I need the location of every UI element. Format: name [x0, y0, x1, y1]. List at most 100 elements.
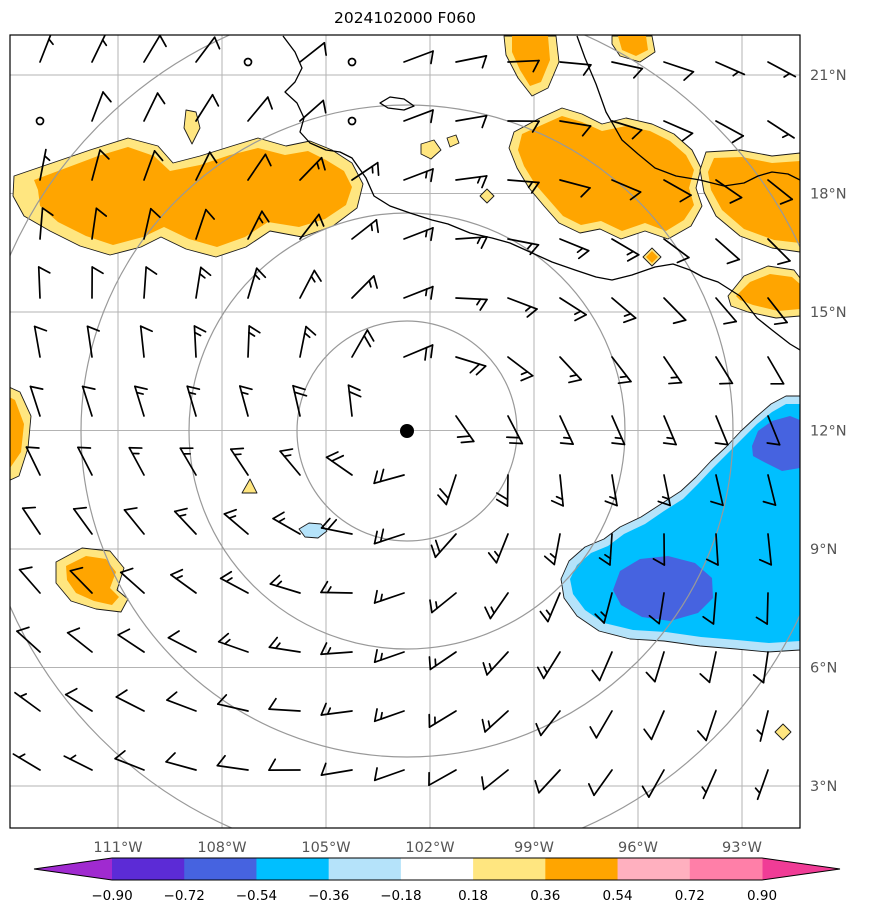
wind-barb	[559, 415, 574, 445]
wind-barb	[766, 415, 781, 446]
wind-barb	[351, 161, 380, 181]
calm-wind-circle	[243, 57, 253, 67]
wind-barb	[320, 580, 353, 594]
wind-barb	[268, 636, 301, 653]
lon-tick-label: 99°W	[514, 840, 554, 856]
wind-barb	[455, 55, 488, 69]
wind-barb	[663, 356, 683, 385]
wind-barb	[179, 447, 197, 476]
wind-barb	[123, 507, 145, 535]
wind-barb	[299, 213, 325, 240]
wind-barb	[403, 344, 434, 361]
range-ring	[80, 104, 734, 758]
wind-barb	[325, 451, 353, 476]
wind-barb	[663, 238, 690, 264]
range-ring	[10, 35, 800, 828]
lon-tick-label: 111°W	[93, 840, 142, 856]
wind-barb	[64, 687, 93, 712]
wind-barb	[534, 769, 561, 794]
wind-barb	[505, 415, 524, 445]
wind-barb	[247, 153, 272, 181]
region-tiny-diamond-d-inner	[646, 251, 658, 263]
lon-tick-label: 105°W	[301, 840, 350, 856]
plot-border	[9, 34, 801, 829]
region-tiny-yellow-diamond-c	[479, 188, 495, 204]
wind-barb	[217, 632, 249, 653]
colorbar-tick-label: 0.72	[675, 888, 705, 904]
storm-center-dot	[400, 424, 414, 438]
calm-wind-circle	[347, 57, 357, 67]
wind-barb	[143, 207, 161, 240]
region-tiny-yellow-a	[420, 139, 442, 160]
colorbar-segment	[256, 858, 330, 880]
range-ring	[296, 320, 518, 542]
colorbar-segment	[400, 858, 474, 880]
colorbar-segment	[617, 858, 691, 880]
wind-barb	[767, 61, 797, 78]
range-rings	[10, 35, 800, 828]
wind-barb	[72, 506, 93, 535]
wind-barb	[455, 356, 487, 376]
wind-barb	[165, 752, 197, 771]
wind-barb	[247, 210, 270, 240]
region-nw-blob-inner	[34, 147, 352, 247]
wind-barb	[39, 35, 54, 63]
wind-barb	[652, 533, 666, 566]
wind-barb	[247, 96, 273, 122]
calm-wind-circle	[347, 116, 357, 126]
colorbar-tick-label: 0.90	[747, 888, 777, 904]
wind-barb	[611, 297, 637, 324]
wind-barb	[403, 227, 434, 242]
wind-barb	[223, 508, 249, 535]
wind-barb	[272, 511, 301, 535]
wind-barb	[299, 269, 322, 299]
calm-wind-circle	[35, 116, 45, 126]
wind-barb	[611, 415, 626, 446]
wind-barb	[484, 592, 509, 620]
wind-barb	[139, 325, 153, 358]
wind-barb	[589, 710, 613, 739]
wind-barb	[758, 533, 773, 566]
wind-barb	[767, 238, 791, 265]
colorbar-tick-label: −0.72	[164, 888, 205, 904]
wind-barb	[247, 325, 261, 358]
wind-barb	[143, 266, 158, 299]
wind-barb	[186, 385, 201, 417]
lake-outline	[379, 96, 415, 111]
wind-barb	[77, 446, 93, 476]
wind-barb	[14, 691, 41, 712]
colorbar-segment	[328, 858, 402, 880]
wind-barb	[117, 628, 145, 653]
wind-barb	[559, 61, 592, 76]
plot-area	[10, 35, 800, 828]
wind-barb	[166, 691, 197, 712]
colorbar-segment	[184, 858, 257, 880]
wind-barb	[536, 651, 561, 680]
wind-barb	[219, 570, 249, 594]
wind-barb	[238, 385, 253, 417]
colorbar-tick-label: −0.18	[380, 888, 421, 904]
wind-barb	[91, 91, 112, 122]
wind-barb	[535, 710, 561, 737]
wind-barb	[495, 474, 509, 507]
wind-barb	[455, 236, 488, 250]
lon-tick-label: 108°W	[197, 840, 246, 856]
wind-barb	[39, 207, 54, 240]
wind-barb	[66, 627, 93, 653]
wind-barb	[754, 769, 769, 801]
wind-barb	[715, 61, 746, 77]
wind-barb	[611, 120, 643, 140]
wind-barb	[91, 266, 104, 299]
wind-barb	[559, 179, 591, 198]
region-rightedge-upper-inner	[708, 157, 800, 243]
wind-barb	[373, 767, 405, 782]
wind-barb	[645, 651, 665, 683]
wind-barb	[715, 356, 734, 385]
wind-barb	[507, 238, 540, 256]
wind-barb	[455, 297, 488, 311]
wind-barb	[752, 651, 769, 684]
region-tiny-triangle-e	[241, 478, 258, 494]
lat-tick-label: 3°N	[810, 779, 837, 795]
